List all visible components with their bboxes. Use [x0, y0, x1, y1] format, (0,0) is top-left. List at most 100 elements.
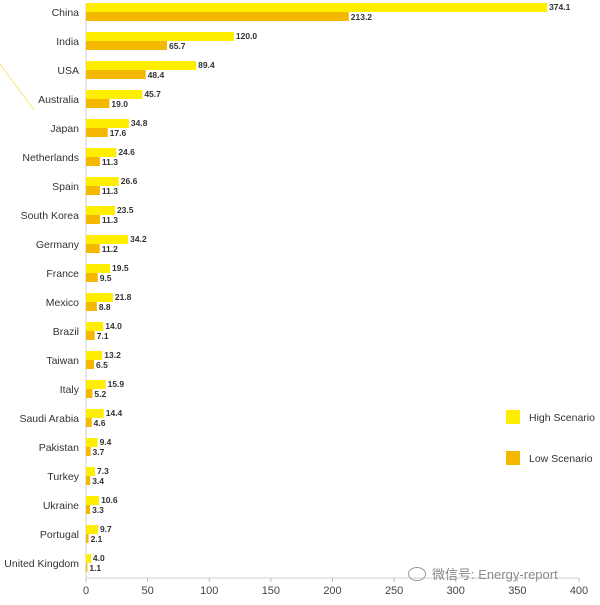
category-label: France	[46, 268, 79, 280]
x-tick-label: 350	[508, 585, 526, 597]
bar-high-scenario	[86, 496, 100, 505]
data-label-low: 19.0	[111, 99, 128, 109]
category-label: Germany	[36, 239, 80, 251]
bar-high-scenario	[86, 177, 119, 186]
x-tick-label: 300	[447, 585, 465, 597]
data-label-high: 24.6	[118, 147, 135, 157]
data-label-low: 3.3	[92, 505, 104, 515]
data-label-low: 65.7	[169, 41, 186, 51]
category-label: Netherlands	[22, 152, 79, 164]
category-label: Turkey	[47, 471, 79, 483]
data-label-high: 9.4	[100, 437, 112, 447]
data-label-high: 19.5	[112, 263, 129, 273]
x-tick-label: 250	[385, 585, 403, 597]
data-label-low: 213.2	[351, 12, 373, 22]
bar-high-scenario	[86, 90, 143, 99]
category-label: China	[52, 7, 80, 19]
category-label: Ukraine	[43, 500, 79, 512]
category-label: United Kingdom	[4, 558, 79, 570]
bar-high-scenario	[86, 293, 113, 302]
data-label-low: 7.1	[97, 331, 109, 341]
x-tick-label: 150	[262, 585, 280, 597]
category-label: Pakistan	[39, 442, 79, 454]
data-label-low: 17.6	[110, 128, 127, 138]
bar-high-scenario	[86, 438, 98, 447]
category-label: Australia	[38, 94, 79, 106]
category-label: South Korea	[21, 210, 80, 222]
bar-high-scenario	[86, 3, 548, 12]
category-label: India	[56, 36, 79, 48]
category-label: Japan	[50, 123, 79, 135]
bar-high-scenario	[86, 235, 129, 244]
data-label-low: 11.2	[102, 244, 118, 254]
data-label-low: 9.5	[100, 273, 112, 283]
data-label-low: 11.3	[102, 186, 118, 196]
data-label-high: 4.0	[93, 553, 105, 563]
bar-low-scenario	[86, 360, 95, 369]
bar-low-scenario	[86, 41, 167, 50]
data-label-low: 3.4	[92, 476, 104, 486]
data-label-low: 4.6	[94, 418, 106, 428]
category-label: Mexico	[46, 297, 79, 309]
watermark: 微信号: Energy-report	[408, 564, 558, 583]
bar-low-scenario	[86, 389, 93, 398]
decorative-line	[0, 63, 35, 111]
bar-low-scenario	[86, 70, 146, 79]
data-label-low: 3.7	[93, 447, 105, 457]
bar-low-scenario	[86, 447, 91, 456]
bar-low-scenario	[86, 128, 108, 137]
data-label-high: 21.8	[115, 292, 132, 302]
legend-label: High Scenario	[529, 412, 595, 424]
data-label-low: 6.5	[96, 360, 108, 370]
data-label-low: 11.3	[102, 157, 118, 167]
data-label-high: 34.8	[131, 118, 148, 128]
data-label-high: 10.6	[101, 495, 118, 505]
data-label-low: 8.8	[99, 302, 111, 312]
category-label: Taiwan	[46, 355, 79, 367]
bar-high-scenario	[86, 554, 91, 563]
x-tick-label: 0	[83, 585, 89, 597]
category-label: USA	[57, 65, 79, 77]
category-label: Brazil	[53, 326, 79, 338]
bar-high-scenario	[86, 467, 95, 476]
x-tick-label: 100	[200, 585, 218, 597]
bar-low-scenario	[86, 563, 88, 572]
data-label-low: 2.1	[91, 534, 103, 544]
bar-high-scenario	[86, 351, 103, 360]
bar-high-scenario	[86, 32, 234, 41]
bar-low-scenario	[86, 273, 98, 282]
data-label-low: 5.2	[94, 389, 106, 399]
bar-low-scenario	[86, 186, 100, 195]
data-label-high: 34.2	[130, 234, 147, 244]
bar-high-scenario	[86, 119, 129, 128]
data-label-high: 13.2	[104, 350, 121, 360]
data-label-high: 89.4	[198, 60, 215, 70]
data-label-high: 15.9	[108, 379, 125, 389]
data-label-low: 1.1	[89, 563, 101, 573]
x-tick-label: 50	[142, 585, 154, 597]
bar-low-scenario	[86, 215, 100, 224]
bar-high-scenario	[86, 148, 117, 157]
category-label: Spain	[52, 181, 79, 193]
bar-high-scenario	[86, 409, 104, 418]
data-label-high: 120.0	[236, 31, 258, 41]
bar-low-scenario	[86, 12, 349, 21]
bar-low-scenario	[86, 331, 95, 340]
data-label-high: 26.6	[121, 176, 138, 186]
wechat-icon	[408, 567, 426, 581]
legend-swatch	[506, 451, 520, 465]
data-label-high: 23.5	[117, 205, 134, 215]
data-label-high: 14.0	[105, 321, 122, 331]
bar-high-scenario	[86, 322, 104, 331]
bar-low-scenario	[86, 476, 91, 485]
x-tick-label: 200	[323, 585, 341, 597]
bar-low-scenario	[86, 418, 92, 427]
x-tick-label: 400	[570, 585, 588, 597]
bar-high-scenario	[86, 206, 115, 215]
bar-high-scenario	[86, 380, 106, 389]
data-label-high: 45.7	[144, 89, 161, 99]
bar-low-scenario	[86, 157, 100, 166]
data-label-high: 9.7	[100, 524, 112, 534]
